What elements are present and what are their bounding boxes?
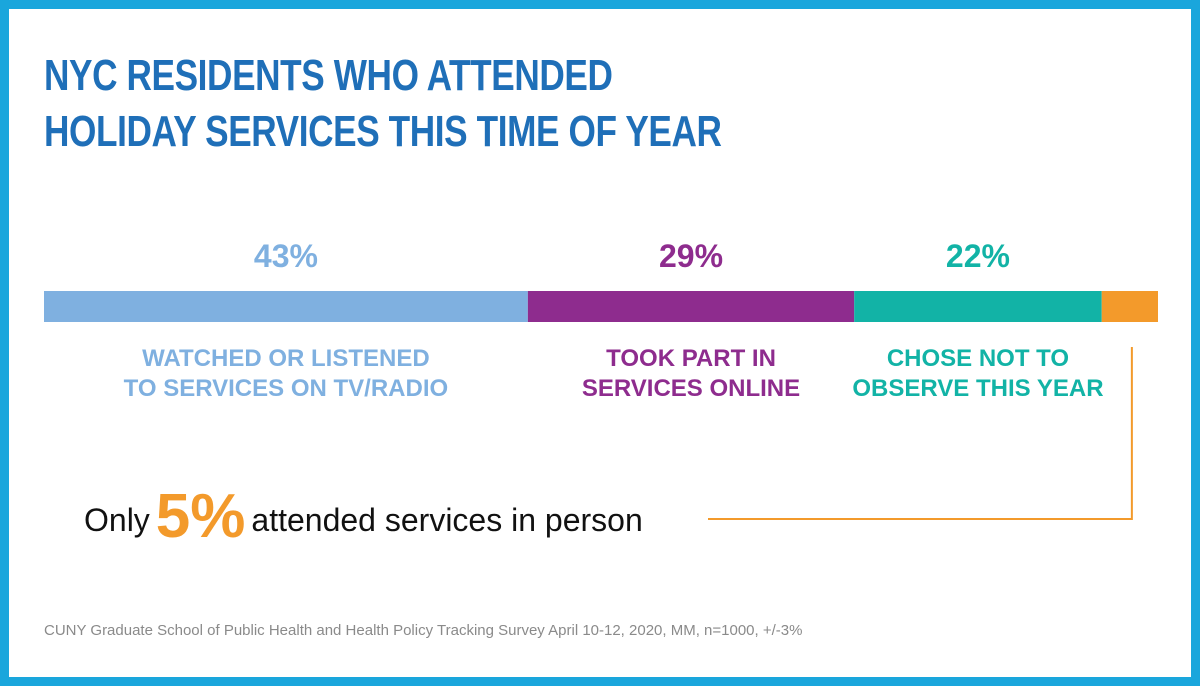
segment-category-label-3-line-1: CHOSE NOT TO bbox=[887, 345, 1069, 372]
segment-category-label-1-line-1: WATCHED OR LISTENED bbox=[142, 345, 430, 372]
bar-segment-2 bbox=[527, 291, 855, 322]
segment-category-label-2-line-1: TOOK PART IN bbox=[606, 345, 776, 372]
source-note: CUNY Graduate School of Public Health an… bbox=[44, 622, 803, 639]
segment-value-label-2: 29% bbox=[659, 238, 723, 274]
chart-title: NYC RESIDENTS WHO ATTENDED HOLIDAY SERVI… bbox=[44, 48, 722, 160]
bar-segment-1 bbox=[44, 291, 528, 322]
callout-prefix: Only bbox=[84, 502, 150, 538]
segment-value-label-3: 22% bbox=[946, 238, 1010, 274]
chart-title-line-2: HOLIDAY SERVICES THIS TIME OF YEAR bbox=[44, 107, 722, 156]
callout-value: 5% bbox=[155, 482, 246, 551]
callout-suffix: attended services in person bbox=[251, 502, 643, 538]
segment-category-label-3-line-2: OBSERVE THIS YEAR bbox=[852, 375, 1103, 402]
segment-category-label-2-line-2: SERVICES ONLINE bbox=[582, 375, 800, 402]
segment-category-label-1-line-2: TO SERVICES ON TV/RADIO bbox=[124, 375, 449, 402]
bar-segment-4 bbox=[1101, 291, 1158, 322]
bar-segment-3 bbox=[854, 291, 1102, 322]
chart-title-line-1: NYC RESIDENTS WHO ATTENDED bbox=[44, 51, 613, 100]
callout-connector-line bbox=[708, 347, 1133, 520]
in-person-callout: Only5% attended services in person bbox=[84, 482, 643, 555]
segment-value-label-1: 43% bbox=[254, 238, 318, 274]
